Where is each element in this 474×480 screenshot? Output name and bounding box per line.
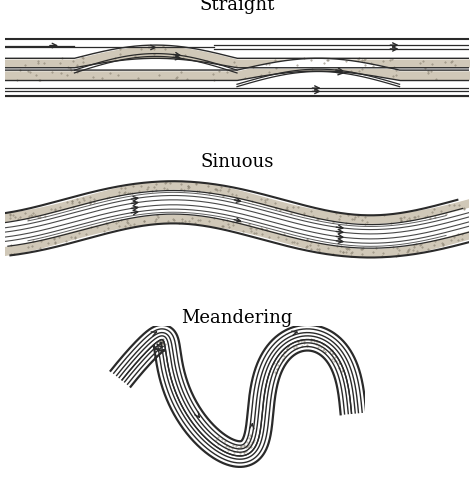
- Title: Meandering: Meandering: [182, 309, 292, 326]
- Title: Sinuous: Sinuous: [201, 153, 273, 170]
- Title: Straight: Straight: [199, 0, 275, 14]
- Polygon shape: [5, 215, 469, 258]
- Polygon shape: [5, 191, 469, 249]
- Polygon shape: [5, 182, 469, 225]
